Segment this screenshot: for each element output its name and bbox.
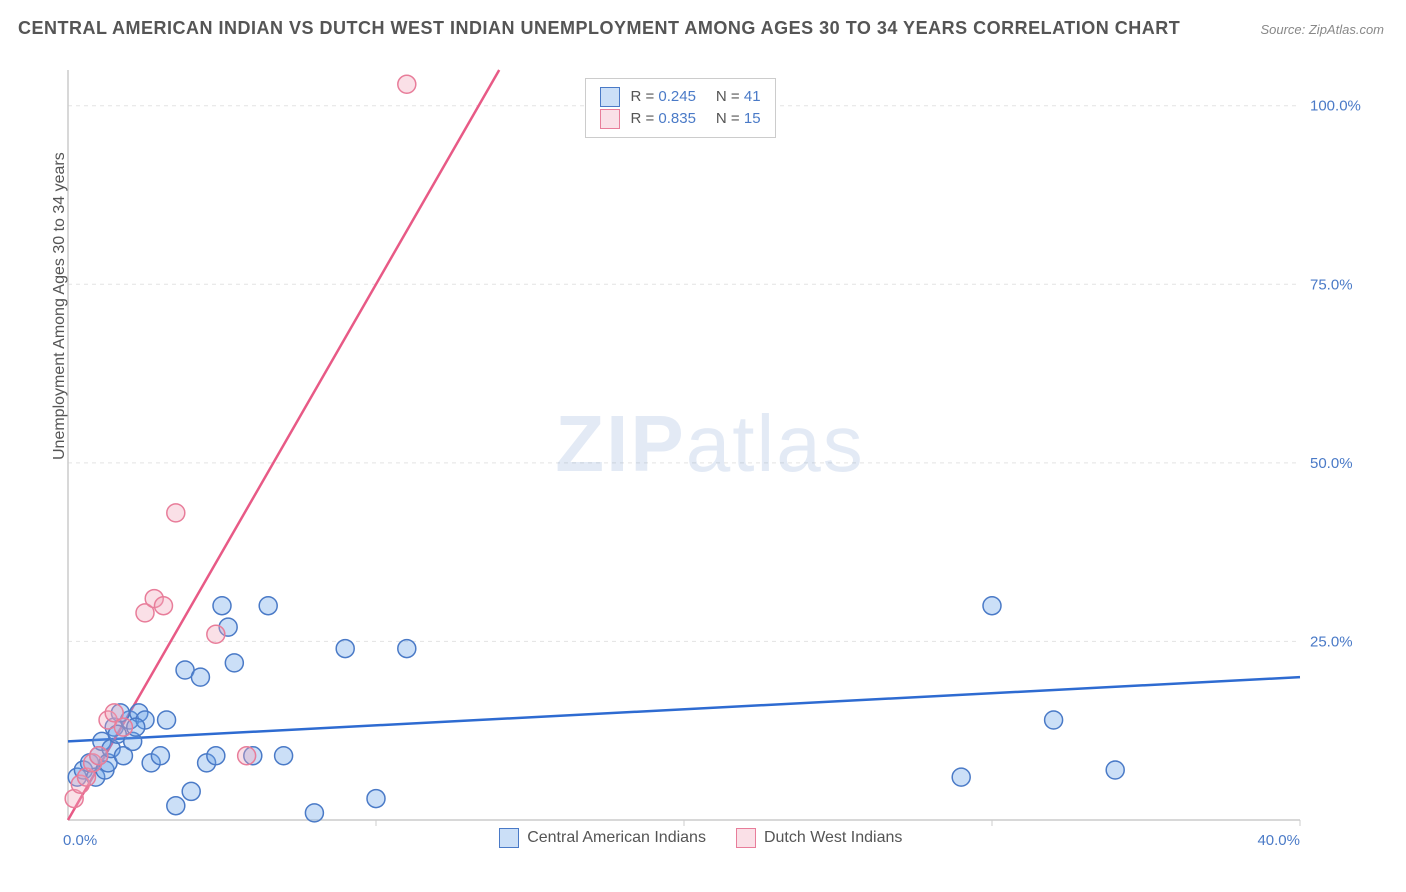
svg-text:40.0%: 40.0% xyxy=(1257,832,1300,849)
legend-series-name: Dutch West Indians xyxy=(764,829,902,847)
legend-swatch xyxy=(736,828,756,848)
legend-bottom: Central American Indians Dutch West India… xyxy=(499,828,902,848)
legend-r-label: R = 0.245 xyxy=(630,88,695,105)
svg-text:25.0%: 25.0% xyxy=(1310,633,1353,650)
svg-text:75.0%: 75.0% xyxy=(1310,276,1353,293)
legend-swatch xyxy=(499,828,519,848)
legend-series-name: Central American Indians xyxy=(527,829,706,847)
legend-n-label: N = 15 xyxy=(716,110,761,127)
y-axis-label: Unemployment Among Ages 30 to 34 years xyxy=(51,152,69,460)
legend-bottom-item: Dutch West Indians xyxy=(736,828,902,848)
legend-swatch xyxy=(600,109,620,129)
legend-stats-row: R = 0.835 N = 15 xyxy=(600,109,760,129)
legend-r-label: R = 0.835 xyxy=(630,110,695,127)
legend-stats-box: R = 0.245 N = 41 R = 0.835 N = 15 xyxy=(585,78,775,138)
source-label: Source: ZipAtlas.com xyxy=(1260,22,1384,37)
svg-text:100.0%: 100.0% xyxy=(1310,98,1361,115)
svg-text:0.0%: 0.0% xyxy=(63,832,97,849)
legend-stats-row: R = 0.245 N = 41 xyxy=(600,87,760,107)
legend-swatch xyxy=(600,87,620,107)
svg-text:50.0%: 50.0% xyxy=(1310,455,1353,472)
legend-n-label: N = 41 xyxy=(716,88,761,105)
plot-area: 25.0% 50.0% 75.0% 100.0% 0.0% 40.0% Unemploym… xyxy=(50,60,1370,860)
chart-svg: 25.0% 50.0% 75.0% 100.0% 0.0% 40.0% xyxy=(50,60,1370,860)
legend-bottom-item: Central American Indians xyxy=(499,828,706,848)
chart-title: CENTRAL AMERICAN INDIAN VS DUTCH WEST IN… xyxy=(18,18,1180,39)
